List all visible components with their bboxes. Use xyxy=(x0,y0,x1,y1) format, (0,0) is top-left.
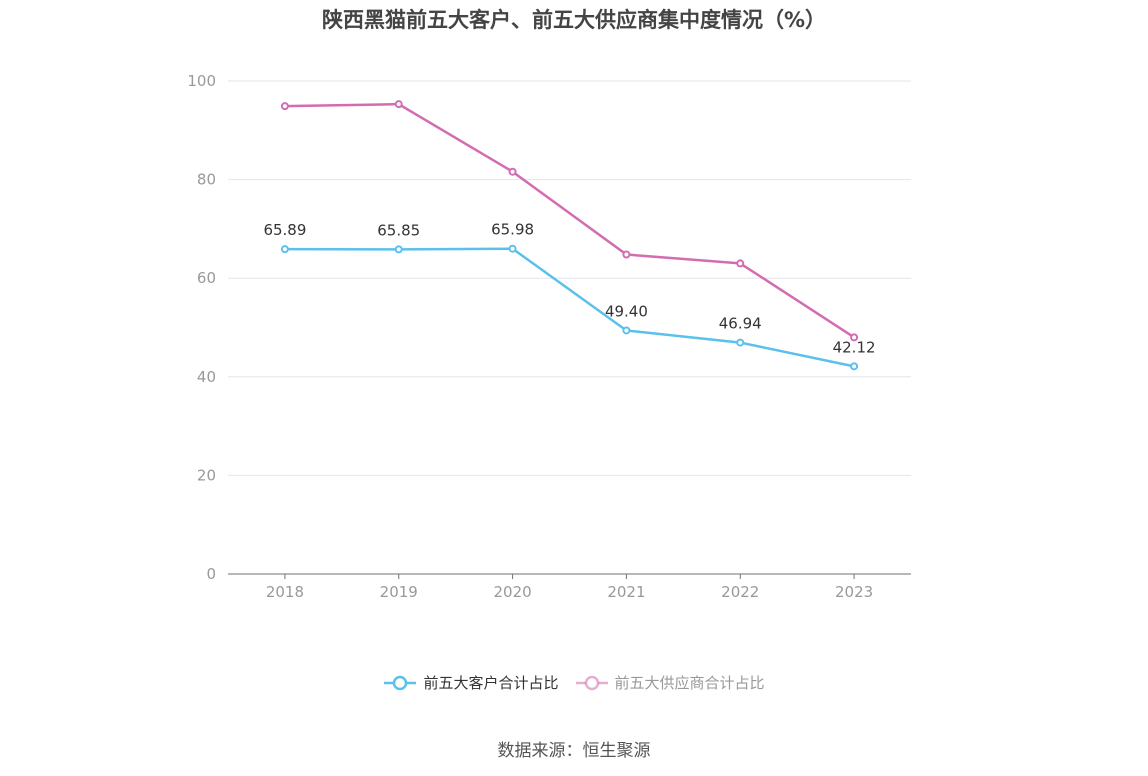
data-point xyxy=(280,245,289,254)
legend-item-1[interactable]: 前五大供应商合计占比 xyxy=(575,672,765,693)
x-tick-label: 2021 xyxy=(607,583,645,601)
data-point xyxy=(280,102,289,111)
y-tick-label: 0 xyxy=(206,565,216,583)
series-line-0 xyxy=(284,247,855,368)
y-tick-label: 60 xyxy=(197,269,216,287)
data-label: 46.94 xyxy=(719,315,762,333)
data-point xyxy=(850,333,859,342)
legend-item-0[interactable]: 前五大客户合计占比 xyxy=(383,672,559,693)
legend-label: 前五大供应商合计占比 xyxy=(614,674,765,692)
y-tick-label: 100 xyxy=(187,72,216,90)
x-tick-label: 2018 xyxy=(266,583,304,601)
data-point xyxy=(622,250,631,259)
legend-label: 前五大客户合计占比 xyxy=(423,674,559,692)
series-line-1 xyxy=(284,102,855,339)
x-tick-label: 2022 xyxy=(721,583,759,601)
data-point xyxy=(622,326,631,335)
data-label: 65.89 xyxy=(263,221,306,239)
legend-marker xyxy=(384,675,417,690)
series-layer xyxy=(280,100,859,371)
y-tick-label: 80 xyxy=(197,171,216,189)
data-point xyxy=(736,259,745,268)
source-text: 数据来源：恒生聚源 xyxy=(497,741,651,761)
axes: 0 20 40 60 80 100 2018 2019 2020 2021 2022 2023 xyxy=(187,72,911,601)
data-point xyxy=(508,244,517,253)
data-labels: 65.89 65.85 65.98 49.40 46.94 42.12 xyxy=(263,221,875,357)
legend: 前五大客户合计占比 前五大供应商合计占比 xyxy=(0,672,1148,693)
legend-marker xyxy=(575,675,608,690)
x-tick-label: 2020 xyxy=(493,583,531,601)
data-point xyxy=(850,362,859,371)
x-tick-label: 2023 xyxy=(835,583,873,601)
x-tick-label: 2019 xyxy=(380,583,418,601)
chart-title: 陕西黑猫前五大客户、前五大供应商集中度情况（%） xyxy=(321,8,827,32)
y-tick-label: 20 xyxy=(197,466,216,484)
data-label: 49.40 xyxy=(605,302,648,320)
data-point xyxy=(736,338,745,347)
data-point xyxy=(394,245,403,254)
data-label: 42.12 xyxy=(833,338,876,356)
y-tick-label: 40 xyxy=(197,368,216,386)
line-chart: 0 20 40 60 80 100 2018 2019 2020 2021 2022 2023 65.… xyxy=(187,72,911,601)
grid-lines xyxy=(228,80,911,476)
data-point xyxy=(508,167,517,176)
data-label: 65.98 xyxy=(491,221,534,239)
data-label: 65.85 xyxy=(377,221,420,239)
data-point xyxy=(394,100,403,109)
